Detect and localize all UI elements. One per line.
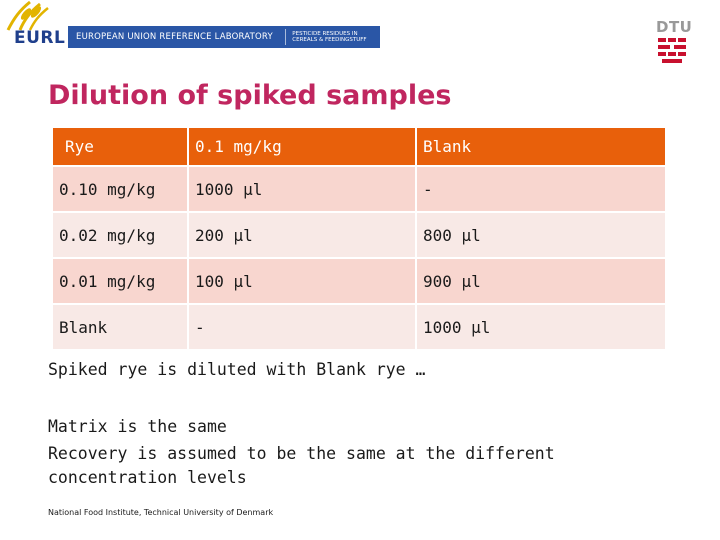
table-row: Blank - 1000 µl [53,305,665,349]
banner-subtitle-line2: CEREALS & FEEDINGSTUFF [292,37,367,43]
eurl-leaf-graphic [6,0,49,31]
header-cell-blank: Blank [417,128,665,165]
table-cell: 900 µl [417,259,665,303]
body-line-matrix: Matrix is the same [48,417,227,436]
footer-institution: National Food Institute, Technical Unive… [48,508,274,517]
row-label: 0.01 mg/kg [53,259,187,303]
banner-title: EUROPEAN UNION REFERENCE LABORATORY [76,32,273,42]
slide-title: Dilution of spiked samples [48,80,452,111]
table-cell: 100 µl [189,259,415,303]
table-cell: - [189,305,415,349]
table-row: 0.10 mg/kg 1000 µl - [53,167,665,211]
banner-subtitle-line1: PESTICIDE RESIDUES IN [292,30,358,37]
body-line-dilution: Spiked rye is diluted with Blank rye … [48,360,426,379]
dtu-logo: DTU [656,18,693,68]
table-cell: 800 µl [417,213,665,257]
table-cell: - [417,167,665,211]
body-line-recovery: Recovery is assumed to be the same at th… [48,444,555,487]
row-label: Blank [53,305,187,349]
table-cell: 200 µl [189,213,415,257]
table-cell: 1000 µl [417,305,665,349]
dilution-table: Rye 0.1 mg/kg Blank 0.10 mg/kg 1000 µl -… [53,128,665,351]
eurl-logo: EURL [0,0,70,52]
dtu-logo-text: DTU [656,18,693,36]
header-cell-spiked: 0.1 mg/kg [189,128,415,165]
table-header-row: Rye 0.1 mg/kg Blank [53,128,665,165]
banner-divider [285,29,287,45]
eurl-logo-text: EURL [14,28,66,48]
table-row: 0.02 mg/kg 200 µl 800 µl [53,213,665,257]
row-label: 0.02 mg/kg [53,213,187,257]
header-cell-rye: Rye [53,128,187,165]
row-label: 0.10 mg/kg [53,167,187,211]
table-row: 0.01 mg/kg 100 µl 900 µl [53,259,665,303]
header-banner: EUROPEAN UNION REFERENCE LABORATORY PEST… [68,26,380,48]
table-cell: 1000 µl [189,167,415,211]
banner-subtitle: PESTICIDE RESIDUES IN CEREALS & FEEDINGS… [292,31,380,44]
dtu-bars-graphic [658,38,686,63]
